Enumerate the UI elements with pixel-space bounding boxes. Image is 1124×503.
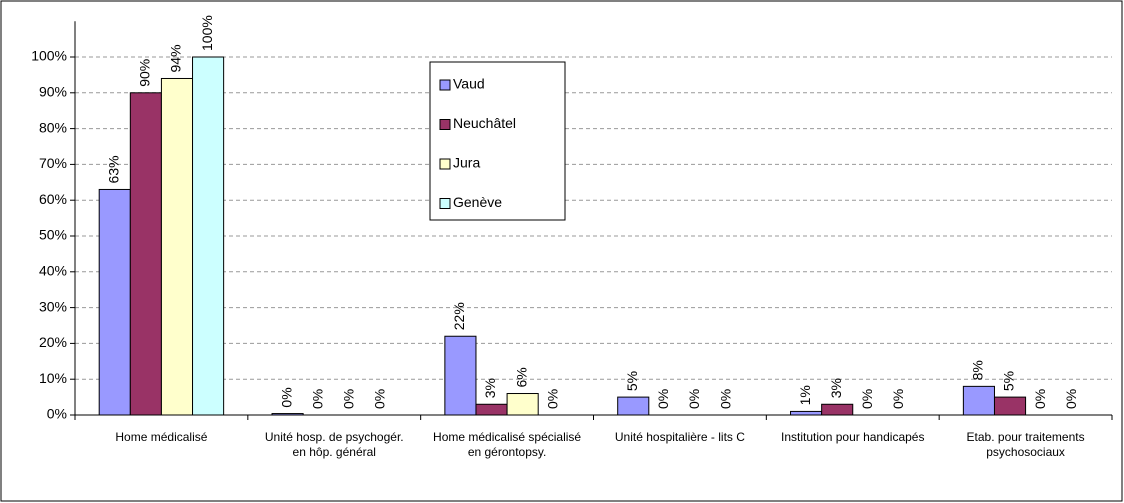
value-label: 0%	[1032, 389, 1048, 409]
legend-label: Genève	[453, 194, 502, 210]
value-label: 0%	[309, 389, 325, 409]
y-tick-label: 30%	[39, 298, 67, 314]
value-label: 0%	[544, 389, 560, 409]
legend: Vaud Neuchâtel Jura Genève	[429, 61, 566, 221]
legend-swatch	[439, 158, 451, 170]
y-tick-label: 40%	[39, 263, 67, 279]
value-label: 100%	[199, 15, 215, 51]
x-tick-label: Etab. pour traitements psychosociaux	[966, 430, 1085, 459]
bar	[475, 403, 508, 416]
legend-label: Jura	[453, 155, 480, 171]
y-tick-label: 80%	[39, 119, 67, 135]
y-tick-label: 50%	[39, 227, 67, 243]
value-label: 3%	[482, 378, 498, 398]
value-label: 5%	[624, 371, 640, 391]
value-label: 0%	[278, 387, 294, 407]
value-label: 0%	[341, 389, 357, 409]
bar	[790, 410, 823, 416]
value-label: 0%	[717, 389, 733, 409]
legend-label: Neuchâtel	[453, 115, 516, 131]
legend-label: Vaud	[453, 76, 485, 92]
y-tick-label: 90%	[39, 84, 67, 100]
value-label: 90%	[137, 59, 153, 87]
legend-box	[429, 61, 566, 221]
legend-swatch	[439, 198, 451, 209]
x-tick-label: Home médicalisé spécialisé en gérontopsy…	[433, 430, 582, 459]
value-label: 6%	[513, 367, 529, 387]
x-tick-label: Home médicalisé	[115, 430, 208, 444]
y-tick-label: 0%	[47, 406, 67, 422]
value-label: 5%	[1001, 371, 1017, 391]
value-label: 3%	[828, 378, 844, 398]
value-label: 94%	[168, 44, 184, 72]
legend-swatch	[439, 119, 451, 130]
value-label: 0%	[1063, 389, 1079, 409]
value-label: 63%	[105, 155, 121, 183]
value-label: 0%	[372, 389, 388, 409]
value-label: 8%	[970, 360, 986, 380]
x-tick-label: Unité hosp. de psychogér. en hôp. généra…	[264, 430, 404, 459]
y-tick-label: 70%	[39, 155, 67, 171]
y-tick-label: 20%	[39, 334, 67, 350]
y-tick-label: 10%	[39, 370, 67, 386]
bar	[160, 77, 194, 416]
bar	[271, 413, 304, 416]
bar	[993, 396, 1027, 416]
value-label: 0%	[859, 389, 875, 409]
bar	[444, 335, 477, 416]
value-label: 0%	[655, 389, 671, 409]
value-label: 1%	[797, 385, 813, 405]
value-label: 0%	[890, 389, 906, 409]
bar	[962, 385, 995, 416]
y-tick-label: 100%	[31, 48, 67, 64]
bar	[192, 56, 225, 416]
value-label: 22%	[451, 302, 467, 330]
bar	[821, 403, 854, 416]
value-label: 0%	[686, 389, 702, 409]
bar	[129, 92, 162, 416]
legend-swatch	[439, 79, 451, 91]
bar	[506, 393, 539, 416]
x-tick-label: Unité hospitalière - lits C	[614, 430, 745, 444]
x-tick-label: Institution pour handicapés	[781, 430, 925, 444]
bar	[617, 396, 650, 416]
bar	[98, 188, 131, 416]
y-tick-label: 60%	[39, 191, 67, 207]
